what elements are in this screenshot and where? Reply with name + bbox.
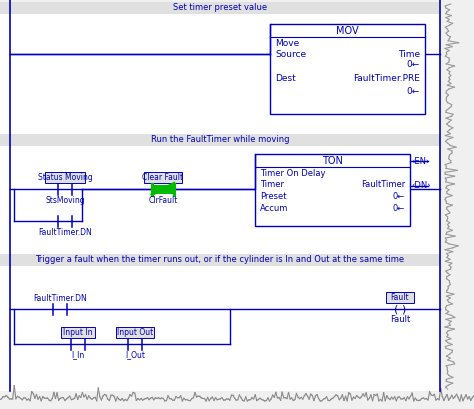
Bar (0, 2, 440, 14)
Bar (144, 172, 182, 183)
Text: MOV: MOV (336, 25, 359, 36)
Text: StsMoving: StsMoving (45, 196, 85, 205)
Text: Input In: Input In (63, 328, 93, 337)
Bar (0, 266, 440, 391)
Text: 0←: 0← (393, 204, 405, 213)
Text: ‹DN›: ‹DN› (411, 182, 430, 191)
Text: I_In: I_In (72, 350, 85, 359)
Text: Set timer preset value: Set timer preset value (173, 4, 267, 13)
Bar (255, 154, 410, 226)
Text: Timer: Timer (260, 180, 284, 189)
Text: Clear Fault: Clear Fault (143, 173, 183, 182)
Bar (153, 184, 173, 193)
Text: Timer On Delay: Timer On Delay (260, 169, 326, 178)
Bar (270, 24, 425, 114)
Bar (0, 146, 440, 254)
Text: 0←: 0← (393, 192, 405, 201)
Text: Dest: Dest (275, 74, 296, 83)
Bar (116, 327, 154, 338)
Bar (116, 327, 154, 338)
Text: TON: TON (322, 155, 343, 166)
Text: FaultTimer.DN: FaultTimer.DN (33, 294, 87, 303)
Text: Fault: Fault (390, 315, 410, 324)
Bar (144, 172, 182, 183)
Text: FaultTimer: FaultTimer (361, 180, 405, 189)
Bar (0, 134, 440, 146)
Text: ( ): ( ) (394, 304, 406, 314)
Text: 0←: 0← (407, 60, 420, 69)
Text: Preset: Preset (260, 192, 286, 201)
Text: I_Out: I_Out (125, 350, 145, 359)
Text: Status Moving: Status Moving (37, 173, 92, 182)
Text: Input Out: Input Out (117, 328, 153, 337)
Bar (45, 172, 85, 183)
Text: ‹EN›: ‹EN› (411, 157, 429, 166)
Text: FaultTimer.DN: FaultTimer.DN (38, 228, 92, 237)
Bar (61, 327, 95, 338)
Text: 0←: 0← (407, 87, 420, 96)
Text: FaultTimer.PRE: FaultTimer.PRE (353, 74, 420, 83)
Bar (61, 327, 95, 338)
Text: Move: Move (275, 39, 299, 48)
Text: Source: Source (275, 50, 306, 59)
Bar (386, 292, 414, 303)
Text: ClrFault: ClrFault (148, 196, 178, 205)
Text: Time: Time (398, 50, 420, 59)
Text: Trigger a fault when the timer runs out, or if the cylinder is In and Out at the: Trigger a fault when the timer runs out,… (36, 256, 405, 265)
Text: Accum: Accum (260, 204, 288, 213)
Text: Run the FaultTimer while moving: Run the FaultTimer while moving (151, 135, 289, 144)
Text: Fault: Fault (391, 293, 410, 302)
Bar (45, 172, 85, 183)
Bar (0, 254, 440, 266)
Bar (0, 14, 440, 139)
Bar (386, 292, 414, 303)
